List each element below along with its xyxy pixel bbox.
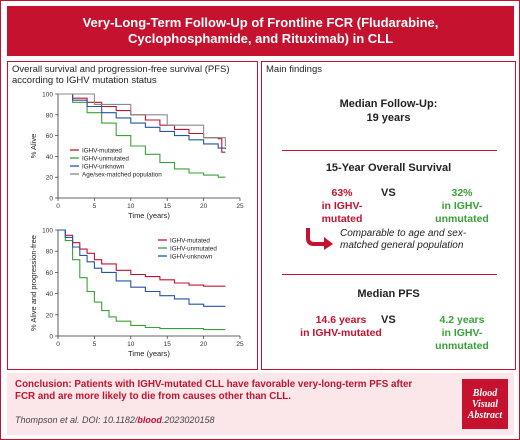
survival-panel: Overall survival and progression-free su… xyxy=(7,61,258,370)
os-heading: 15-Year Overall Survival xyxy=(325,162,452,174)
pfs-unmutated-stat: 4.2 years in IGHV-unmutated xyxy=(417,314,507,353)
header-banner: Very-Long-Term Follow-Up of Frontline FC… xyxy=(7,6,514,56)
x-tick-label: 10 xyxy=(127,203,135,210)
y-tick-label: 20 xyxy=(46,312,54,319)
series-line xyxy=(58,93,226,150)
y-tick-label: 0 xyxy=(49,334,53,341)
pfs-vs: VS xyxy=(381,314,396,326)
x-tick-label: 20 xyxy=(200,341,208,348)
citation-journal: blood xyxy=(137,415,162,425)
series-line xyxy=(58,229,226,331)
main-findings-title: Main findings xyxy=(266,64,322,75)
y-tick-label: 40 xyxy=(46,154,54,161)
pfs-heading: Median PFS xyxy=(357,288,420,300)
os-unmutated-value: 32% xyxy=(451,187,473,199)
x-tick-label: 5 xyxy=(93,203,97,210)
conclusion-box: Conclusion: Patients with IGHV-mutated C… xyxy=(7,373,514,435)
series-line xyxy=(58,93,226,146)
logo-line: Blood xyxy=(472,387,498,399)
y-tick-label: 40 xyxy=(46,291,54,298)
y-tick-label: 20 xyxy=(46,175,54,182)
divider xyxy=(282,274,497,275)
x-tick-label: 10 xyxy=(127,341,135,348)
main-findings-panel: Main findings Median Follow-Up: 19 years… xyxy=(261,61,516,370)
legend-label: IGHV-mutated xyxy=(82,147,122,154)
axes: 0 20 40 60 80 100 0 5 10 15 20 25 Time (years) % Aliv… xyxy=(29,228,244,359)
os-mutated-stat: 63% in IGHV-mutated xyxy=(302,187,382,226)
follow-up-value: 19 years xyxy=(366,112,411,124)
logo-line: Visual xyxy=(471,398,499,410)
os-unmutated-stat: 32% in IGHV-unmutated xyxy=(417,187,507,226)
y-tick-label: 80 xyxy=(46,249,54,256)
os-mutated-label: in IGHV-mutated xyxy=(321,200,363,225)
os-unmutated-label: in IGHV-unmutated xyxy=(435,200,489,225)
citation-suffix: .2023020158 xyxy=(161,415,215,425)
conclusion-body: Patients with IGHV-mutated CLL have favo… xyxy=(15,379,413,402)
y-tick-label: 0 xyxy=(49,196,53,203)
legend-label: Age/sex-matched population xyxy=(82,171,162,178)
y-tick-label: 80 xyxy=(46,112,54,119)
os-mutated-value: 63% xyxy=(331,187,353,199)
x-tick-label: 25 xyxy=(236,203,244,210)
logo-line: Abstract xyxy=(467,409,503,421)
conclusion-text: Conclusion: Patients with IGHV-mutated C… xyxy=(15,379,435,403)
os-comparison: Comparable to age and sex-matched genera… xyxy=(340,228,467,251)
x-tick-label: 20 xyxy=(200,203,208,210)
y-tick-label: 100 xyxy=(42,228,53,235)
pfs-unmutated-label: in IGHV-unmutated xyxy=(435,327,489,352)
citation-prefix: Thompson et al. DOI: 10.1182/ xyxy=(15,415,138,425)
pfs-mutated-stat: 14.6 years in IGHV-mutated xyxy=(296,314,386,340)
series-line xyxy=(58,229,226,307)
y-tick-label: 60 xyxy=(46,133,54,140)
legend: IGHV-mutatedIGHV-unmutatedIGHV-unknownAg… xyxy=(70,147,162,178)
pfs-unmutated-value: 4.2 years xyxy=(439,314,485,326)
pfs-mutated-value: 14.6 years xyxy=(315,314,367,326)
legend-label: IGHV-unknown xyxy=(170,253,213,260)
legend-label: IGHV-unmutated xyxy=(170,245,217,252)
x-tick-label: 15 xyxy=(164,203,172,210)
os-vs: VS xyxy=(381,187,396,199)
y-tick-label: 60 xyxy=(46,270,54,277)
citation: Thompson et al. DOI: 10.1182/blood.20230… xyxy=(15,415,214,425)
series-line xyxy=(58,93,226,178)
x-tick-label: 5 xyxy=(93,341,97,348)
axes: 0 20 40 60 80 100 0 5 10 15 20 25 Time (years) % Aliv… xyxy=(29,92,244,221)
pfs-chart: 0 20 40 60 80 100 0 5 10 15 20 25 Time (years) % Aliv… xyxy=(29,228,244,359)
pfs-mutated-label: in IGHV-mutated xyxy=(300,327,382,339)
x-axis-label: Time (years) xyxy=(128,211,170,220)
y-tick-label: 100 xyxy=(42,92,53,99)
y-axis-label: % Alive and progression-free xyxy=(29,235,38,331)
series-line xyxy=(58,229,226,287)
curved-arrow-icon xyxy=(306,228,333,250)
legend-label: IGHV-mutated xyxy=(170,237,210,244)
y-axis-label: % Alive xyxy=(29,134,38,159)
legend-label: IGHV-unmutated xyxy=(82,155,129,162)
x-tick-label: 0 xyxy=(56,203,60,210)
legend-label: IGHV-unknown xyxy=(82,163,125,170)
page-title: Very-Long-Term Follow-Up of Frontline FC… xyxy=(82,15,439,46)
os-chart: 0 20 40 60 80 100 0 5 10 15 20 25 Time (years) % Aliv… xyxy=(29,92,244,221)
conclusion-label: Conclusion: xyxy=(15,379,72,390)
survival-panel-title: Overall survival and progression-free su… xyxy=(12,64,230,86)
follow-up-heading: Median Follow-Up: xyxy=(339,98,438,110)
divider xyxy=(282,150,497,151)
x-tick-label: 0 xyxy=(56,341,60,348)
x-tick-label: 15 xyxy=(164,341,172,348)
x-axis-label: Time (years) xyxy=(128,349,170,358)
blood-logo: Blood Visual Abstract xyxy=(462,379,508,429)
x-tick-label: 25 xyxy=(236,341,244,348)
